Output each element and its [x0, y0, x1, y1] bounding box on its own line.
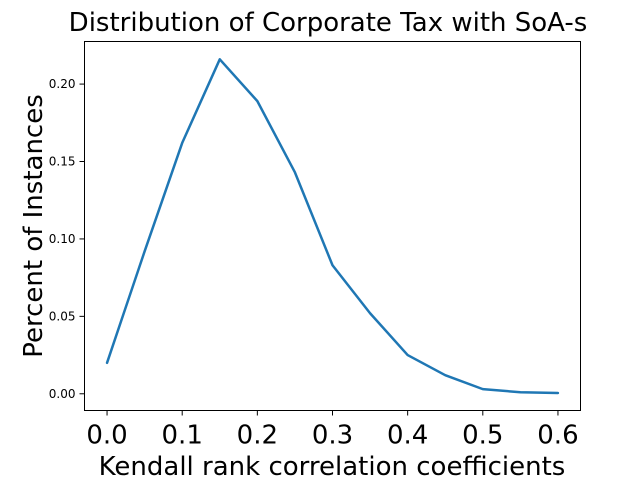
- y-tick-label: 0.10: [49, 232, 76, 246]
- plot-frame: [84, 41, 581, 411]
- x-axis-label: Kendall rank correlation coefficients: [99, 452, 566, 482]
- plot-area: [105, 58, 560, 395]
- x-tick-label: 0.5: [462, 421, 503, 451]
- x-tick-label: 0.4: [387, 421, 428, 451]
- y-tick-label: 0.05: [49, 309, 76, 323]
- chart-title: Distribution of Corporate Tax with SoA-s: [69, 8, 588, 38]
- y-tick-label: 0.00: [49, 387, 76, 401]
- y-axis: 0.00 0.05 0.10 0.15 0.20: [49, 77, 85, 401]
- x-tick-label: 0.2: [237, 421, 278, 451]
- x-axis: 0.0 0.1 0.2 0.3 0.4 0.5 0.6: [86, 410, 579, 451]
- x-tick-label: 0.1: [162, 421, 203, 451]
- x-tick-label: 0.3: [312, 421, 353, 451]
- y-tick-label: 0.20: [49, 77, 76, 91]
- y-axis-label: Percent of Instances: [19, 94, 49, 358]
- x-tick-label: 0.6: [537, 421, 578, 451]
- y-tick-label: 0.15: [49, 155, 76, 169]
- x-tick-label: 0.0: [86, 421, 127, 451]
- series-line: [105, 58, 560, 395]
